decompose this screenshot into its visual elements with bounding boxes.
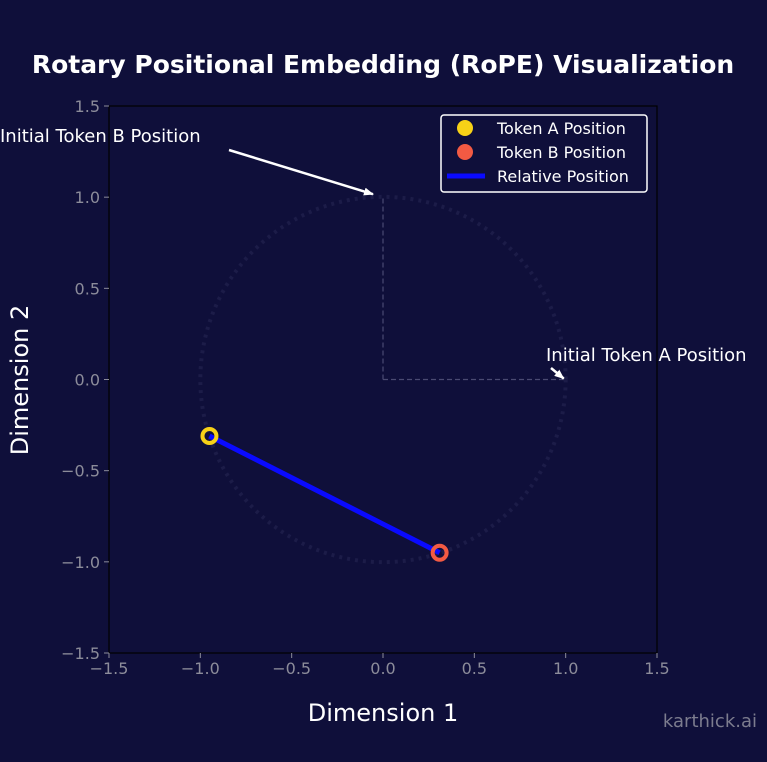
y-axis-label: Dimension 2: [6, 305, 34, 455]
x-tick-label: 1.0: [553, 659, 578, 678]
legend-label-token-a: Token A Position: [496, 119, 626, 138]
x-tick-label: −1.5: [90, 659, 129, 678]
y-tick-label: 1.5: [75, 97, 100, 116]
y-tick-label: 1.0: [75, 188, 100, 207]
x-tick-label: −1.0: [181, 659, 220, 678]
legend-marker-token-a: [457, 120, 473, 136]
faint-arc: [198, 194, 568, 565]
legend-label-token-b: Token B Position: [496, 143, 626, 162]
y-tick-label: 0.0: [75, 371, 100, 390]
annotations: Initial Token B Position Initial Token A …: [0, 126, 747, 380]
watermark: karthick.ai: [663, 711, 757, 732]
legend-label-relative: Relative Position: [497, 167, 629, 186]
legend-marker-token-b: [457, 144, 473, 160]
token-b-point: [430, 543, 449, 562]
y-tick-label: 0.5: [75, 279, 100, 298]
x-tick-label: 0.0: [370, 659, 395, 678]
legend: Token A Position Token B Position Relati…: [440, 114, 648, 193]
y-tick-label: −1.0: [61, 553, 100, 572]
axis-ticks: −1.5 −1.0 −0.5 0.0 0.5 1.0 1.5 −1.5 −1.0 −0.5 0.0 0…: [61, 97, 670, 678]
y-tick-label: −0.5: [61, 462, 100, 481]
series-layer: [200, 427, 449, 562]
x-tick-label: 1.5: [644, 659, 669, 678]
x-tick-label: 0.5: [462, 659, 487, 678]
annotation-arrow-token-a: [550, 367, 565, 380]
relative-position-line: [208, 433, 441, 555]
x-axis-label: Dimension 1: [308, 699, 458, 727]
y-tick-label: −1.5: [61, 644, 100, 663]
token-a-point: [200, 427, 219, 446]
annotation-token-b: Initial Token B Position: [0, 126, 201, 147]
x-tick-label: −0.5: [272, 659, 311, 678]
legend-box: [440, 114, 648, 193]
guide-lines: [382, 197, 566, 381]
annotation-arrow-token-b: [228, 148, 374, 196]
annotation-token-a: Initial Token A Position: [546, 345, 747, 366]
chart-title: Rotary Positional Embedding (RoPE) Visua…: [32, 50, 734, 79]
faint-unit-circle: [198, 194, 568, 565]
